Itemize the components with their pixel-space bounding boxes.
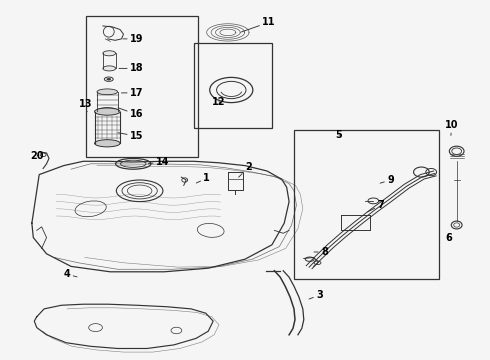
Text: 4: 4 [64, 269, 77, 279]
Text: 10: 10 [445, 120, 459, 135]
Text: 9: 9 [380, 175, 394, 185]
Ellipse shape [107, 78, 111, 80]
Ellipse shape [95, 108, 120, 115]
Text: 7: 7 [368, 200, 384, 212]
Text: 18: 18 [119, 63, 144, 73]
Text: 19: 19 [123, 34, 144, 44]
Text: 2: 2 [239, 162, 252, 177]
Text: 17: 17 [122, 88, 144, 98]
Ellipse shape [95, 140, 120, 147]
Text: 11: 11 [242, 17, 276, 32]
Text: 1: 1 [196, 173, 210, 183]
Text: 13: 13 [79, 99, 93, 112]
Text: 20: 20 [30, 150, 44, 161]
Ellipse shape [103, 66, 116, 71]
Ellipse shape [97, 89, 118, 95]
Ellipse shape [103, 51, 116, 56]
Text: 3: 3 [309, 290, 323, 300]
Text: 8: 8 [314, 247, 328, 257]
Text: 5: 5 [336, 130, 343, 140]
Text: 6: 6 [445, 233, 452, 243]
Text: 15: 15 [118, 131, 144, 141]
Text: 16: 16 [118, 108, 144, 120]
Text: 14: 14 [148, 157, 170, 167]
Ellipse shape [97, 108, 118, 113]
Text: 12: 12 [212, 96, 226, 107]
